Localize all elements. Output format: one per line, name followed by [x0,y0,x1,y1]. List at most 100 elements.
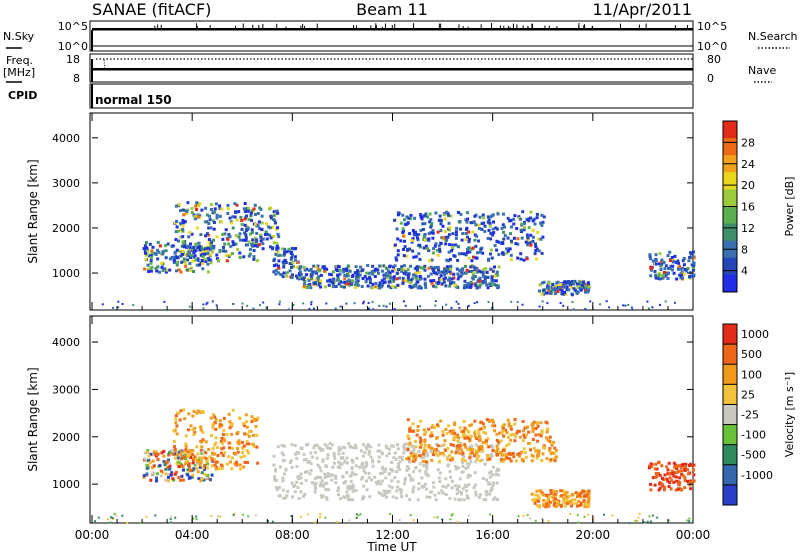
velocity-cell [444,427,448,431]
power-cell [417,271,421,274]
velocity-cell [184,445,188,448]
velocity-cell [206,474,210,477]
power-cell [158,270,161,274]
velocity-cell [433,426,436,429]
power-cell [438,278,441,282]
power-cell [302,284,306,288]
power-cell [434,211,438,215]
power-cell [298,276,302,280]
velocity-cell [441,451,445,455]
velocity-cell [213,443,217,447]
power-noise-cell [188,305,191,308]
velocity-cell [419,419,423,423]
power-cell [343,280,347,284]
velocity-cell [332,453,336,457]
power-cell [244,238,248,242]
velocity-cell [187,476,191,480]
velocity-cell [514,459,518,463]
velocity-cell [187,412,191,416]
velocity-noise-cell [111,517,114,519]
velocity-cell [205,475,209,479]
velocity-cell [200,471,204,475]
velocity-noise-cell [126,521,128,524]
power-cell [469,282,473,286]
velocity-cell [337,460,340,464]
velocity-cell [184,442,188,446]
power-colorbar-segment [723,189,737,207]
velocity-cell [577,499,581,503]
power-noise-cell [362,302,365,305]
velocity-cell [384,444,388,448]
velocity-cell [677,483,681,487]
power-cell [487,218,491,222]
power-cell [347,278,351,282]
velocity-cell [210,473,214,477]
power-cell [235,203,239,207]
power-cell [452,281,456,285]
velocity-cell [446,464,450,468]
power-cell [404,279,408,283]
power-cell [680,270,684,274]
velocity-cell [379,482,383,486]
velocity-cell [545,493,549,497]
power-cell [252,249,256,252]
power-cell [186,201,190,205]
power-cell [179,228,183,232]
power-cell [673,254,677,258]
velocity-cell [220,467,224,470]
power-cell [373,275,377,278]
velocity-cell [447,424,451,428]
power-noise-cell [589,300,592,303]
velocity-cell [468,424,472,428]
velocity-cell [282,444,286,448]
velocity-cell [477,495,481,499]
power-cell [455,285,459,289]
power-cell [467,269,471,273]
velocity-cell [488,482,492,486]
power-noise-cell [624,304,627,307]
power-cell [282,250,286,254]
power-cell [204,250,208,254]
velocity-cell [454,467,458,471]
power-cell [419,266,423,270]
x-tick-label: 08:00 [275,528,310,542]
power-cell [305,273,308,277]
power-cell [451,232,455,236]
velocity-cell [586,498,590,502]
velocity-cell [230,432,234,436]
power-cell [252,207,256,211]
power-cell [309,267,313,271]
velocity-cell [456,444,459,448]
power-cell [182,213,186,217]
power-cell [289,257,293,261]
power-cell [253,241,257,245]
power-cell [437,280,441,284]
power-cell [503,234,507,238]
velocity-cell [426,453,430,457]
power-cell [188,245,192,249]
velocity-cell [570,504,573,508]
velocity-cell [375,482,379,486]
power-cell [472,273,475,277]
velocity-cell [397,462,401,466]
velocity-noise-cell [195,515,198,518]
velocity-cell [228,446,231,450]
power-cell [648,255,652,259]
velocity-cell [519,435,522,439]
velocity-cell [390,479,394,483]
power-cell [388,271,392,275]
power-cell [174,221,178,225]
power-cell [587,283,591,287]
power-cell [335,269,339,272]
velocity-colorbar-segment [723,424,737,446]
power-cell [660,262,664,266]
power-cell [259,233,263,237]
velocity-noise-cell [650,520,652,523]
power-cell [164,256,168,260]
velocity-cell [460,470,464,474]
velocity-noise-cell [192,517,195,520]
velocity-cell [425,466,429,470]
power-cell [211,219,215,223]
velocity-cell [337,486,340,490]
velocity-cell [184,462,188,466]
